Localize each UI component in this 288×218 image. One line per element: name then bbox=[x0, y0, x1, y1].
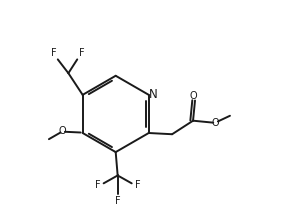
Text: F: F bbox=[51, 48, 56, 58]
Text: F: F bbox=[134, 180, 140, 190]
Text: F: F bbox=[79, 48, 84, 58]
Text: F: F bbox=[115, 196, 120, 206]
Text: F: F bbox=[95, 180, 101, 190]
Text: N: N bbox=[149, 88, 158, 101]
Text: O: O bbox=[212, 118, 219, 128]
Text: O: O bbox=[190, 91, 198, 101]
Text: O: O bbox=[59, 126, 66, 136]
